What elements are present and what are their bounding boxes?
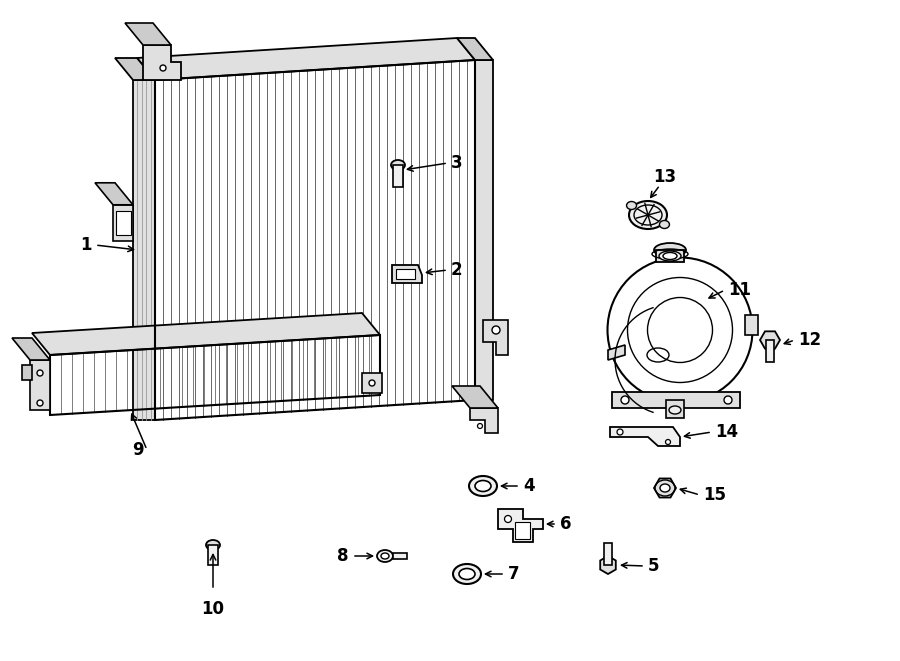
Polygon shape bbox=[600, 556, 616, 574]
Ellipse shape bbox=[663, 253, 677, 260]
Text: 11: 11 bbox=[728, 281, 751, 299]
Bar bbox=[604, 543, 612, 565]
Bar bbox=[393, 553, 407, 559]
Polygon shape bbox=[475, 60, 493, 400]
Polygon shape bbox=[155, 60, 475, 420]
Ellipse shape bbox=[459, 568, 475, 580]
Text: 1: 1 bbox=[80, 236, 92, 254]
Polygon shape bbox=[137, 38, 475, 80]
Polygon shape bbox=[396, 269, 415, 279]
Ellipse shape bbox=[377, 550, 393, 562]
Bar bbox=[666, 400, 684, 418]
Polygon shape bbox=[483, 320, 508, 355]
Ellipse shape bbox=[475, 481, 491, 492]
Ellipse shape bbox=[369, 380, 375, 386]
Polygon shape bbox=[515, 522, 530, 539]
Polygon shape bbox=[12, 338, 50, 360]
Ellipse shape bbox=[453, 564, 481, 584]
Polygon shape bbox=[498, 509, 543, 542]
Polygon shape bbox=[654, 479, 676, 498]
Text: 6: 6 bbox=[560, 515, 572, 533]
Bar bbox=[766, 340, 774, 362]
Ellipse shape bbox=[660, 221, 670, 229]
Polygon shape bbox=[392, 265, 422, 283]
Polygon shape bbox=[745, 315, 758, 335]
Text: 15: 15 bbox=[703, 486, 726, 504]
Polygon shape bbox=[362, 373, 382, 393]
Polygon shape bbox=[612, 392, 740, 408]
Ellipse shape bbox=[391, 160, 405, 170]
Ellipse shape bbox=[505, 516, 511, 522]
Text: 10: 10 bbox=[202, 600, 224, 618]
Text: 4: 4 bbox=[523, 477, 535, 495]
Polygon shape bbox=[22, 365, 32, 380]
Polygon shape bbox=[116, 211, 131, 235]
Polygon shape bbox=[113, 205, 133, 241]
Ellipse shape bbox=[160, 65, 166, 71]
Ellipse shape bbox=[469, 476, 497, 496]
Ellipse shape bbox=[608, 258, 752, 403]
Polygon shape bbox=[115, 58, 155, 80]
Ellipse shape bbox=[37, 370, 43, 376]
Text: 9: 9 bbox=[132, 441, 144, 459]
Ellipse shape bbox=[629, 201, 667, 229]
Bar bbox=[656, 250, 684, 262]
Ellipse shape bbox=[665, 440, 670, 444]
Ellipse shape bbox=[206, 540, 220, 550]
Text: 5: 5 bbox=[648, 557, 660, 575]
Text: 3: 3 bbox=[451, 154, 463, 172]
Polygon shape bbox=[452, 386, 498, 408]
Polygon shape bbox=[143, 45, 181, 80]
Text: 12: 12 bbox=[798, 331, 821, 349]
Bar bbox=[393, 165, 403, 187]
Polygon shape bbox=[30, 360, 50, 410]
Polygon shape bbox=[32, 313, 380, 355]
Ellipse shape bbox=[669, 406, 681, 414]
Ellipse shape bbox=[659, 251, 681, 261]
Ellipse shape bbox=[37, 400, 43, 406]
Ellipse shape bbox=[381, 553, 389, 559]
Polygon shape bbox=[457, 38, 493, 60]
Ellipse shape bbox=[492, 326, 500, 334]
Polygon shape bbox=[470, 408, 498, 433]
Polygon shape bbox=[610, 427, 680, 446]
Ellipse shape bbox=[654, 243, 686, 257]
Polygon shape bbox=[50, 335, 380, 415]
Ellipse shape bbox=[617, 429, 623, 435]
Text: 2: 2 bbox=[451, 261, 463, 279]
Text: 14: 14 bbox=[715, 423, 738, 441]
Polygon shape bbox=[133, 80, 155, 420]
Polygon shape bbox=[608, 345, 625, 360]
Polygon shape bbox=[95, 183, 133, 205]
Ellipse shape bbox=[724, 396, 732, 404]
Text: 13: 13 bbox=[653, 168, 677, 186]
Bar bbox=[208, 545, 218, 565]
Polygon shape bbox=[125, 23, 171, 45]
Polygon shape bbox=[760, 331, 780, 348]
Ellipse shape bbox=[621, 396, 629, 404]
Ellipse shape bbox=[660, 484, 670, 492]
Text: 7: 7 bbox=[508, 565, 519, 583]
Ellipse shape bbox=[626, 202, 636, 210]
Ellipse shape bbox=[478, 424, 482, 428]
Text: 8: 8 bbox=[338, 547, 349, 565]
